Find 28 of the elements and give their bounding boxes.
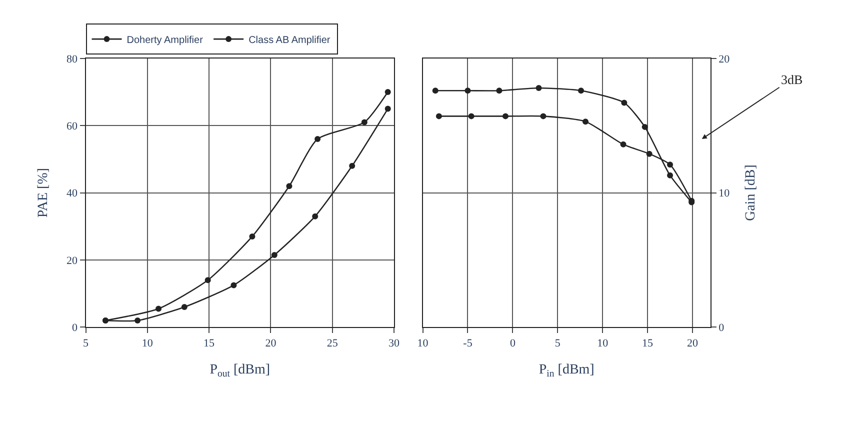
x-tick-label: 0 [510, 337, 516, 350]
y-axis-title: PAE [%] [36, 168, 52, 218]
x-tick-label: 30 [388, 337, 400, 350]
y2-tick-label: 0 [718, 322, 725, 334]
x-tick-label: 5 [554, 337, 561, 350]
y-tick-label: 0 [72, 322, 78, 334]
y2-tick-label: 10 [718, 188, 730, 200]
y-tick-label: 60 [66, 120, 78, 132]
y2-tick-label: 20 [718, 53, 730, 66]
x-tick-label: 15 [204, 337, 216, 350]
x-tick-label: 25 [326, 337, 338, 350]
x-tick-label: 10 [597, 337, 609, 350]
y-tick-label: 20 [66, 254, 78, 267]
x-tick-label: -5 [463, 337, 473, 350]
x-tick-label: 20 [687, 337, 698, 350]
x-tick-label: 10 [142, 337, 154, 350]
x-tick-label: 5 [83, 337, 90, 350]
legend-label: Class AB Amplifier [248, 34, 331, 46]
text: 3dB [781, 72, 803, 87]
legend-label: Doherty Amplifier [126, 34, 204, 46]
y-tick-label: 40 [66, 188, 78, 200]
x-tick-label: 20 [265, 337, 277, 350]
x-tick-label: 15 [642, 337, 654, 350]
x-axis-title: P$_{in}$ [dBm] [538, 362, 594, 380]
x-axis-title: P$_{out}$ [dBm] [210, 362, 270, 380]
y2-axis-title: Gain [dB] [743, 164, 758, 221]
x-tick-label: 10 [417, 337, 429, 350]
y-tick-label: 80 [66, 53, 78, 66]
